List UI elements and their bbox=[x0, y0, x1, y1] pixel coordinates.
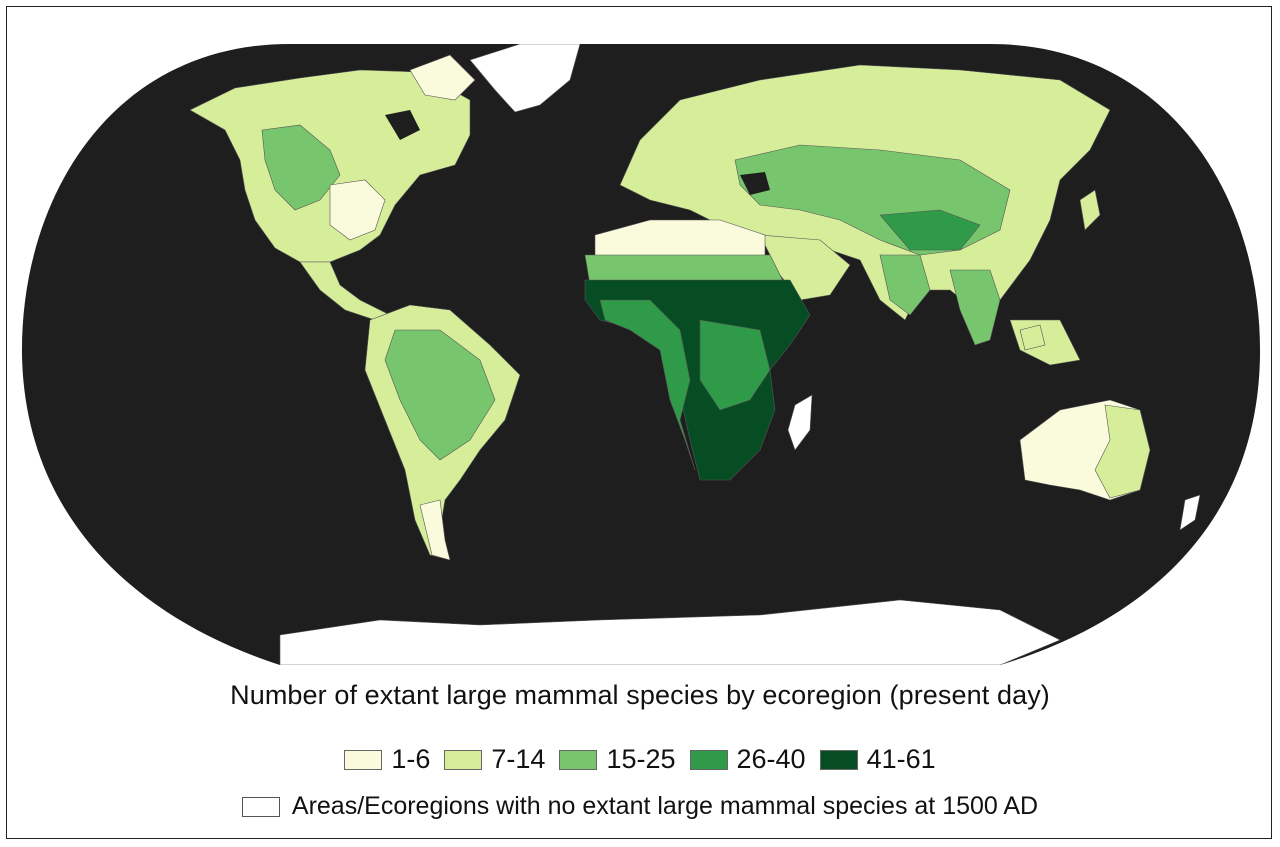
legend-swatch bbox=[819, 749, 858, 770]
legend-swatch bbox=[559, 749, 598, 770]
no-data-legend: Areas/Ecoregions with no extant large ma… bbox=[0, 792, 1280, 821]
legend-swatch bbox=[344, 749, 383, 770]
australia bbox=[1019, 399, 1151, 501]
legend-swatch bbox=[444, 749, 483, 770]
africa bbox=[584, 219, 811, 481]
map-title: Number of extant large mammal species by… bbox=[230, 680, 1050, 710]
south-america bbox=[364, 304, 521, 561]
greenland bbox=[469, 44, 581, 113]
north-america bbox=[189, 54, 476, 321]
legend-item: 26-40 bbox=[689, 744, 806, 775]
legend-item: 7-14 bbox=[444, 744, 545, 775]
legend-item: 1-6 bbox=[344, 744, 430, 775]
legend-label: 15-25 bbox=[606, 744, 676, 774]
legend-item: 41-61 bbox=[819, 744, 936, 775]
philippines bbox=[1019, 324, 1046, 351]
no-data-swatch bbox=[241, 796, 280, 817]
no-data-label: Areas/Ecoregions with no extant large ma… bbox=[291, 792, 1039, 820]
madagascar bbox=[787, 394, 813, 451]
legend-label: 26-40 bbox=[736, 744, 806, 774]
new-zealand bbox=[1179, 494, 1201, 531]
world-map bbox=[21, 44, 1261, 665]
legend-label: 1-6 bbox=[391, 744, 431, 774]
eurasia bbox=[619, 64, 1111, 366]
antarctica bbox=[279, 599, 1061, 665]
japan bbox=[1079, 189, 1101, 231]
legend-swatch bbox=[689, 749, 728, 770]
legend: 1-6 7-14 15-25 26-40 41-61 bbox=[0, 744, 1280, 775]
legend-item: 15-25 bbox=[559, 744, 676, 775]
legend-label: 41-61 bbox=[866, 744, 936, 774]
legend-label: 7-14 bbox=[491, 744, 546, 774]
